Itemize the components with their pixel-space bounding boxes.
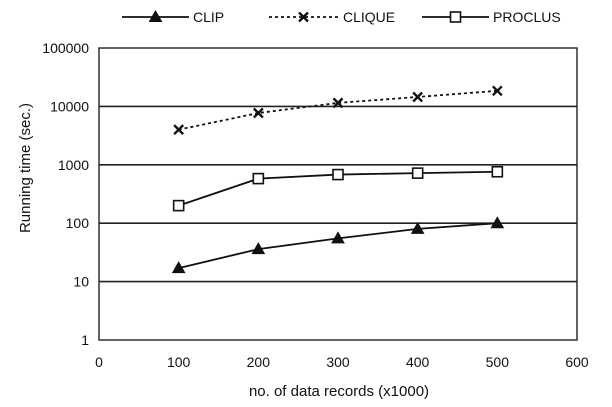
data-point bbox=[411, 167, 424, 179]
plot-border bbox=[98, 47, 578, 341]
plot-area bbox=[98, 47, 578, 341]
y-tick-label: 100000 bbox=[42, 40, 89, 56]
legend-label: CLIQUE bbox=[343, 9, 395, 25]
data-point bbox=[410, 221, 425, 234]
y-tick-label: 10000 bbox=[50, 98, 89, 114]
x-tick-label: 100 bbox=[167, 354, 191, 370]
y-axis-ticks: 1 10 100 1000 10000 100000 bbox=[42, 40, 89, 348]
data-point bbox=[298, 11, 309, 23]
data-point bbox=[252, 172, 265, 185]
y-tick-label: 10 bbox=[73, 274, 89, 290]
series-proclus bbox=[172, 165, 504, 212]
legend-label: PROCLUS bbox=[493, 9, 561, 25]
data-point bbox=[331, 231, 345, 244]
data-point bbox=[171, 261, 186, 274]
legend: CLIP CLIQUE PROCLUS bbox=[122, 9, 561, 25]
series-line-clique bbox=[178, 89, 498, 131]
data-point bbox=[172, 199, 185, 212]
data-point bbox=[251, 242, 266, 255]
x-tick-label: 0 bbox=[95, 354, 103, 370]
x-tick-label: 400 bbox=[406, 354, 430, 370]
data-point bbox=[491, 85, 503, 97]
x-tick-label: 600 bbox=[565, 354, 589, 370]
data-point bbox=[173, 124, 185, 135]
y-tick-label: 1000 bbox=[58, 157, 89, 173]
legend-item-proclus: PROCLUS bbox=[422, 9, 561, 25]
series-clip bbox=[171, 216, 505, 274]
y-tick-label: 100 bbox=[66, 215, 90, 231]
x-axis-title: no. of data records (x1000) bbox=[249, 383, 429, 400]
legend-item-clip: CLIP bbox=[122, 9, 224, 25]
data-point bbox=[332, 168, 344, 181]
data-point bbox=[252, 107, 264, 119]
data-point bbox=[332, 97, 344, 109]
x-axis-ticks: 0 100 200 300 400 500 600 bbox=[95, 354, 589, 370]
x-tick-label: 300 bbox=[326, 354, 350, 370]
y-axis-title: Running time (sec.) bbox=[17, 103, 34, 233]
y-tick-label: 1 bbox=[81, 332, 89, 348]
data-point bbox=[491, 165, 504, 178]
legend-label: CLIP bbox=[193, 9, 224, 25]
series-layer bbox=[171, 85, 505, 274]
data-point bbox=[148, 9, 163, 22]
series-clique bbox=[173, 85, 503, 135]
gridlines bbox=[99, 105, 577, 283]
x-tick-label: 500 bbox=[486, 354, 510, 370]
data-point bbox=[412, 91, 424, 103]
legend-item-clique: CLIQUE bbox=[269, 9, 395, 25]
x-tick-label: 200 bbox=[247, 354, 271, 370]
data-point bbox=[490, 216, 505, 229]
data-point bbox=[449, 11, 462, 23]
series-line-clip bbox=[178, 222, 498, 270]
